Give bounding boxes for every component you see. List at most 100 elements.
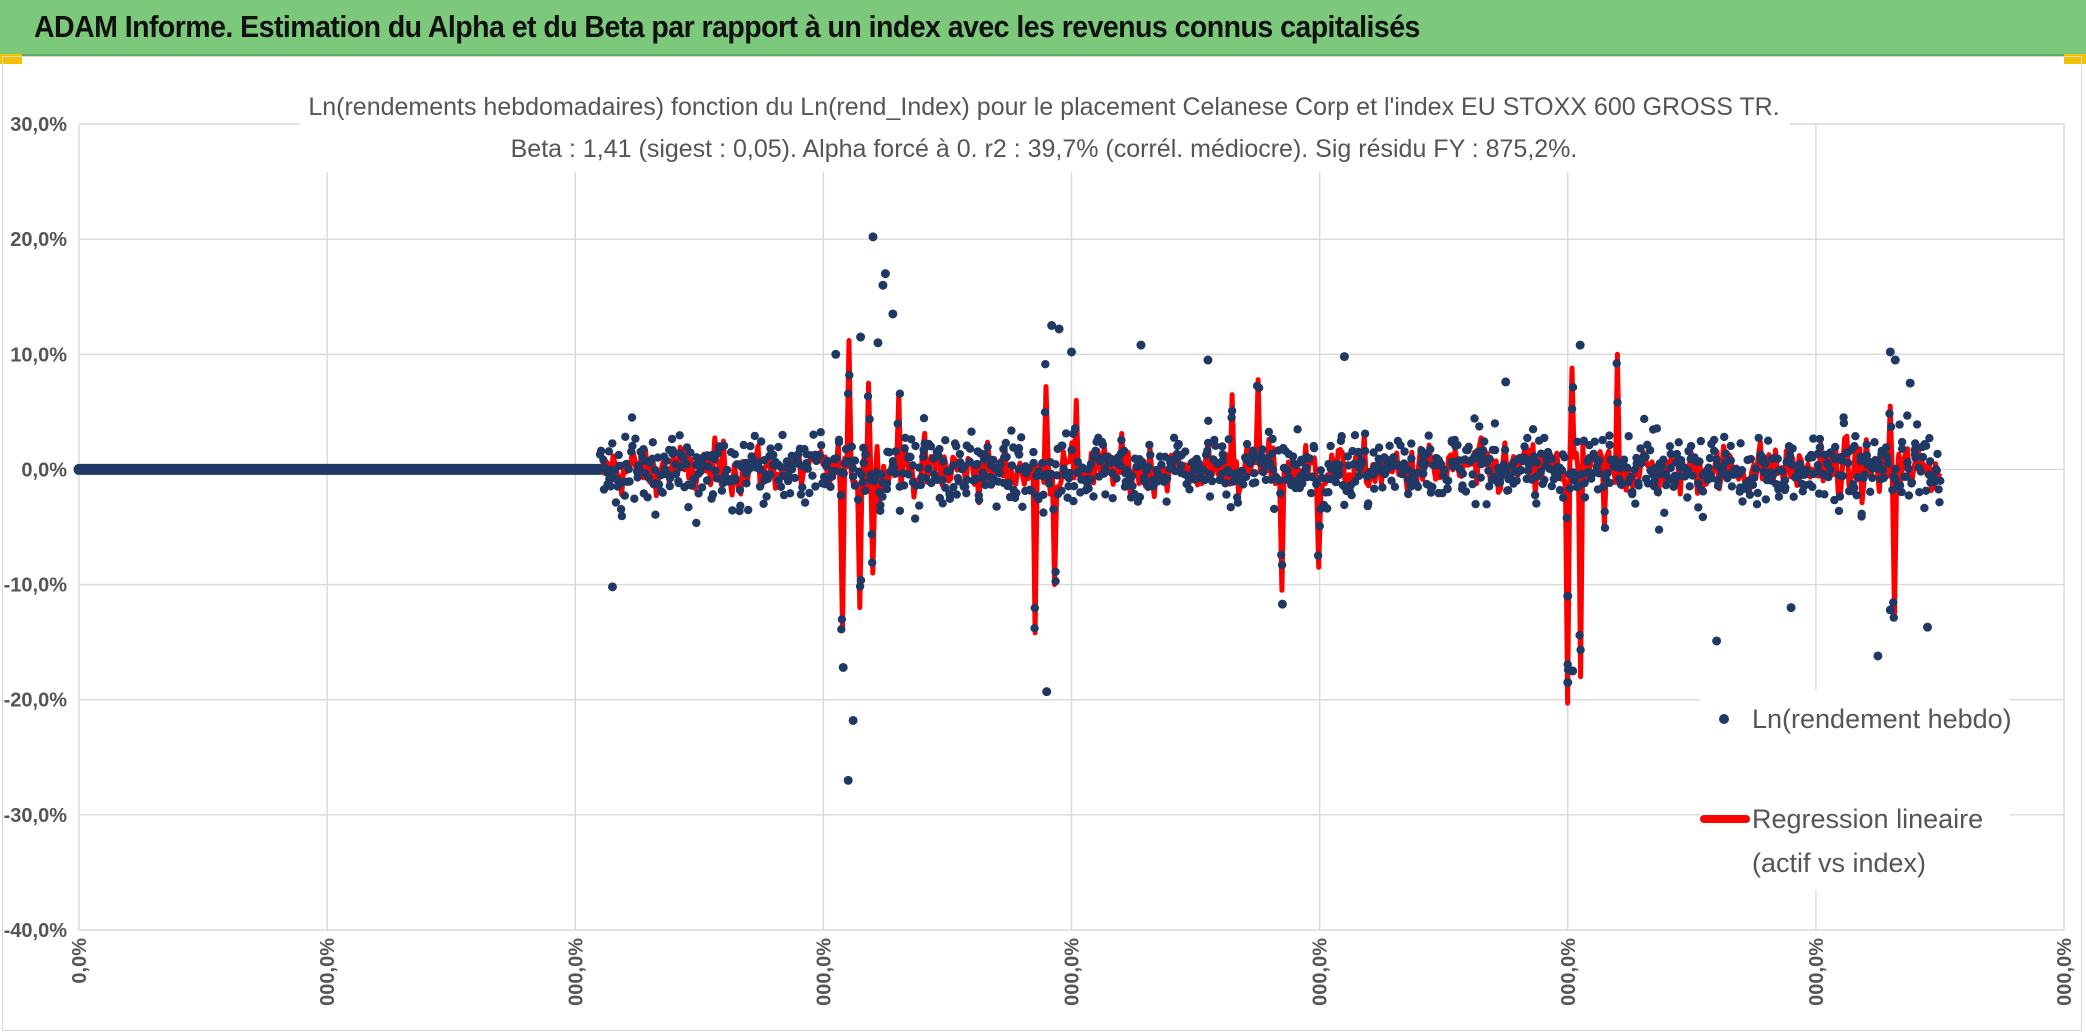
scatter-point: [1921, 441, 1931, 450]
scatter-point: [1594, 469, 1604, 478]
scatter-point: [1568, 666, 1578, 676]
scatter-point: [759, 499, 768, 508]
scatter-point: [1339, 352, 1349, 362]
scatter-point: [983, 442, 992, 452]
scatter-point: [1270, 504, 1279, 514]
scatter-point: [746, 442, 755, 451]
scatter-point: [1726, 456, 1736, 465]
scatter-point: [1334, 471, 1344, 480]
scatter-point: [1837, 456, 1846, 465]
scatter-point: [1482, 500, 1491, 509]
scatter-point: [1127, 472, 1137, 481]
scatter-point: [1250, 469, 1259, 478]
scatter-point: [1504, 486, 1513, 495]
scatter-point: [620, 491, 629, 500]
scatter-point: [1605, 440, 1614, 450]
scatter-point: [945, 494, 955, 503]
scatter-point: [1426, 445, 1435, 454]
scatter-point: [971, 474, 980, 483]
scatter-point: [1038, 459, 1047, 468]
scatter-point: [919, 452, 928, 461]
scatter-point: [817, 441, 826, 450]
scatter-point: [1065, 468, 1074, 478]
scatter-point: [867, 530, 876, 539]
scatter-point: [1672, 449, 1682, 459]
scatter-point: [1543, 447, 1553, 457]
scatter-point: [1900, 472, 1909, 481]
scatter-point: [1051, 460, 1060, 469]
scatter-point: [1268, 465, 1278, 474]
scatter-point: [1268, 434, 1277, 444]
scatter-point: [1470, 414, 1479, 423]
corner-marker-right: [2064, 54, 2086, 64]
scatter-point: [1563, 591, 1573, 601]
scatter-point: [1786, 452, 1795, 461]
scatter-point: [1536, 449, 1546, 458]
scatter-point: [796, 490, 806, 499]
scatter-point: [695, 467, 705, 477]
scatter-point: [1288, 452, 1298, 461]
scatter-point: [1389, 453, 1398, 462]
scatter-point: [1704, 463, 1713, 472]
scatter-point: [1067, 445, 1076, 455]
scatter-point: [1029, 447, 1038, 457]
scatter-point: [1157, 460, 1166, 469]
scatter-point: [1239, 480, 1248, 489]
scatter-point: [1360, 446, 1370, 456]
scatter-point: [1205, 492, 1215, 501]
scatter-point: [1925, 434, 1934, 443]
scatter-point: [596, 446, 606, 455]
scatter-point: [774, 442, 783, 452]
scatter-point: [615, 461, 624, 470]
scatter-point: [1242, 472, 1251, 481]
scatter-point: [1746, 454, 1756, 464]
scatter-point: [915, 463, 924, 472]
scatter-point: [1870, 438, 1879, 447]
scatter-point: [1634, 481, 1643, 490]
scatter-point: [1017, 433, 1026, 442]
scatter-point: [1458, 469, 1468, 478]
scatter-point: [1929, 473, 1938, 482]
scatter-point: [1657, 462, 1667, 471]
scatter-point: [910, 514, 920, 523]
scatter-point: [1695, 457, 1704, 466]
scatter-point: [1934, 485, 1943, 494]
scatter-point: [1824, 472, 1833, 482]
scatter-point: [1532, 499, 1541, 508]
scatter-point: [1774, 492, 1784, 501]
scatter-point: [1540, 433, 1549, 443]
scatter-point: [1547, 481, 1557, 491]
report-title: ADAM Informe. Estimation du Alpha et du …: [34, 9, 1420, 44]
scatter-point: [644, 473, 653, 483]
scatter-point: [1613, 398, 1622, 407]
scatter-point: [1400, 447, 1409, 456]
scatter-point: [1850, 441, 1859, 451]
scatter-point: [1665, 442, 1675, 451]
scatter-point: [1670, 478, 1680, 487]
scatter-point: [1748, 480, 1758, 489]
scatter-point: [1306, 488, 1316, 498]
scatter-point: [878, 280, 888, 290]
scatter-point: [1580, 478, 1589, 488]
scatter-point: [1283, 466, 1292, 475]
scatter-point: [1879, 473, 1888, 483]
y-tick-label: -10,0%: [4, 575, 68, 597]
scatter-point: [728, 506, 737, 515]
scatter-point: [838, 662, 848, 672]
scatter-point: [1862, 440, 1871, 449]
scatter-point: [1820, 490, 1829, 499]
scatter-point: [861, 450, 870, 459]
scatter-point: [1560, 453, 1569, 462]
scatter-point: [989, 455, 998, 465]
scatter-point: [1248, 446, 1258, 455]
scatter-point: [1754, 433, 1763, 443]
scatter-point: [1904, 464, 1913, 473]
report-banner: ADAM Informe. Estimation du Alpha et du …: [0, 0, 2086, 56]
scatter-point: [800, 498, 810, 507]
scatter-point: [639, 445, 648, 454]
scatter-point: [1007, 426, 1016, 435]
scatter-point: [1738, 497, 1747, 506]
scatter-point: [1277, 599, 1287, 609]
scatter-point: [1763, 436, 1773, 445]
